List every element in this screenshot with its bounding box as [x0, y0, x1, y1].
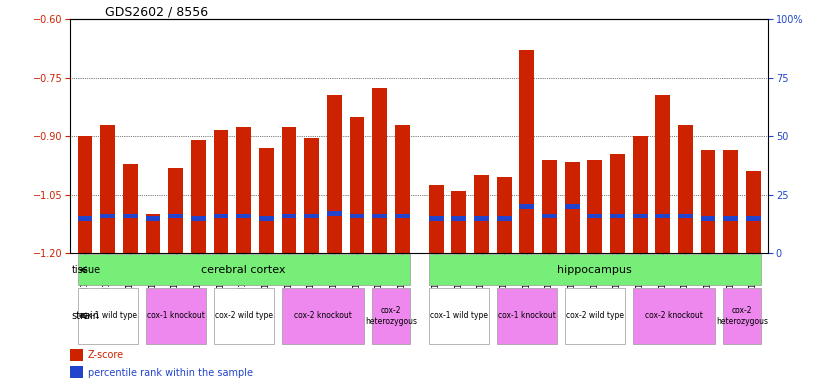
- Bar: [349, 117, 364, 253]
- Bar: [429, 216, 444, 221]
- Bar: [542, 214, 557, 218]
- Bar: [236, 127, 251, 253]
- Bar: [304, 138, 319, 253]
- Bar: [474, 175, 489, 253]
- Bar: [169, 167, 183, 253]
- Bar: [542, 160, 557, 253]
- Bar: [633, 288, 715, 344]
- Bar: [259, 148, 273, 253]
- Bar: [746, 216, 761, 221]
- Bar: [587, 214, 602, 218]
- Bar: [452, 191, 466, 253]
- Bar: [565, 288, 624, 344]
- Bar: [633, 136, 648, 253]
- Bar: [656, 214, 670, 218]
- Bar: [474, 216, 489, 221]
- Bar: [496, 177, 511, 253]
- Bar: [520, 50, 534, 253]
- Bar: [304, 214, 319, 218]
- Bar: [100, 214, 115, 218]
- Text: cox-2 wild type: cox-2 wild type: [566, 311, 624, 320]
- Bar: [282, 127, 297, 253]
- Bar: [496, 288, 557, 344]
- Text: GDS2602 / 8556: GDS2602 / 8556: [105, 5, 208, 18]
- Text: cox-2 wild type: cox-2 wild type: [215, 311, 273, 320]
- Bar: [145, 216, 160, 221]
- Text: tissue: tissue: [71, 265, 101, 275]
- Bar: [214, 131, 228, 253]
- Bar: [373, 214, 387, 218]
- Bar: [678, 214, 693, 218]
- Bar: [678, 124, 693, 253]
- Bar: [700, 216, 715, 221]
- Bar: [191, 216, 206, 221]
- Bar: [282, 214, 297, 218]
- Bar: [452, 216, 466, 221]
- Bar: [191, 140, 206, 253]
- Text: cox-2 knockout: cox-2 knockout: [645, 311, 703, 320]
- Bar: [78, 288, 138, 344]
- Bar: [78, 136, 93, 253]
- Bar: [349, 214, 364, 218]
- Bar: [100, 124, 115, 253]
- Text: hippocampus: hippocampus: [558, 265, 632, 275]
- Bar: [169, 214, 183, 218]
- Text: Z-score: Z-score: [88, 350, 124, 360]
- Text: cox-1 wild type: cox-1 wild type: [430, 311, 488, 320]
- Bar: [78, 216, 93, 221]
- Text: cox-2
heterozygous: cox-2 heterozygous: [716, 306, 768, 326]
- Bar: [327, 211, 342, 216]
- Bar: [259, 216, 273, 221]
- Bar: [236, 214, 251, 218]
- Bar: [395, 214, 410, 218]
- Bar: [565, 204, 580, 209]
- Bar: [565, 162, 580, 253]
- Text: cox-1 knockout: cox-1 knockout: [498, 311, 556, 320]
- Bar: [373, 288, 410, 344]
- Bar: [429, 185, 444, 253]
- Bar: [429, 288, 489, 344]
- Bar: [724, 150, 738, 253]
- Bar: [214, 214, 228, 218]
- Bar: [70, 366, 83, 379]
- Bar: [123, 164, 138, 253]
- Bar: [746, 171, 761, 253]
- Text: cox-1 knockout: cox-1 knockout: [147, 311, 205, 320]
- Bar: [214, 288, 273, 344]
- Bar: [700, 150, 715, 253]
- Text: cox-2
heterozygous: cox-2 heterozygous: [365, 306, 417, 326]
- Bar: [496, 216, 511, 221]
- Bar: [610, 214, 624, 218]
- Text: strain: strain: [71, 311, 99, 321]
- Bar: [145, 214, 160, 253]
- Bar: [724, 216, 738, 221]
- Text: percentile rank within the sample: percentile rank within the sample: [88, 367, 253, 377]
- Bar: [373, 88, 387, 253]
- Bar: [282, 288, 364, 344]
- Bar: [429, 254, 761, 285]
- Bar: [724, 288, 761, 344]
- Bar: [395, 124, 410, 253]
- Text: cox-1 wild type: cox-1 wild type: [78, 311, 136, 320]
- Bar: [78, 254, 410, 285]
- Bar: [70, 349, 83, 361]
- Bar: [610, 154, 624, 253]
- Bar: [123, 214, 138, 218]
- Bar: [327, 95, 342, 253]
- Bar: [145, 288, 206, 344]
- Bar: [520, 204, 534, 209]
- Bar: [656, 95, 670, 253]
- Text: cox-2 knockout: cox-2 knockout: [294, 311, 352, 320]
- Text: cerebral cortex: cerebral cortex: [202, 265, 286, 275]
- Bar: [633, 214, 648, 218]
- Bar: [587, 160, 602, 253]
